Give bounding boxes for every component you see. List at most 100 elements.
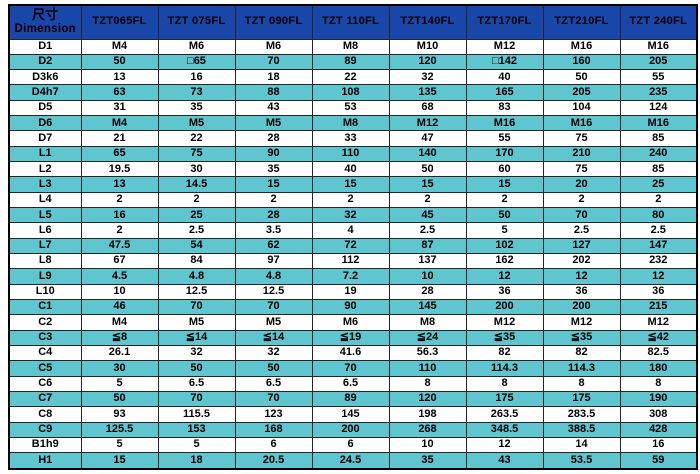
table-cell: 202 (542, 253, 621, 270)
table-cell: 75 (542, 130, 621, 147)
table-cell: M6 (234, 38, 313, 55)
row-label: B1h9 (8, 437, 82, 454)
table-cell: 70 (311, 360, 390, 377)
row-label: C3 (8, 329, 82, 347)
table-cell: 168 (234, 421, 313, 439)
table-cell: 75 (157, 145, 236, 163)
table-cell: 180 (619, 360, 698, 377)
dimension-header-cell: 尺寸 Dimension (8, 4, 82, 40)
table-cell: 83 (465, 99, 544, 117)
table-cell: 82 (465, 345, 544, 362)
table-cell: 70 (234, 391, 313, 408)
table-cell: 70 (234, 299, 313, 316)
table-cell: 15 (311, 176, 390, 193)
row-label: C5 (8, 360, 82, 377)
table-cell: 18 (157, 452, 236, 470)
row-label: H1 (8, 452, 82, 470)
table-cell: 16 (619, 437, 698, 454)
table-cell: 84 (157, 253, 236, 270)
table-cell: M8 (388, 314, 467, 331)
table-cell: 215 (619, 299, 698, 316)
table-cell: 2 (157, 191, 236, 209)
table-cell: 114.3 (465, 360, 544, 377)
model-header-cell: TZT065FL (80, 4, 159, 40)
table-cell: 50 (234, 360, 313, 377)
table-cell: 348.5 (465, 421, 544, 439)
table-cell: M6 (157, 38, 236, 55)
table-cell: 4 (311, 222, 390, 239)
table-cell: M12 (542, 314, 621, 331)
table-cell: 175 (465, 391, 544, 408)
table-cell: 28 (234, 207, 313, 224)
table-cell: 54 (157, 237, 236, 255)
table-cell: 4.5 (80, 268, 159, 285)
table-cell: 115.5 (157, 406, 236, 423)
table-cell: 2.5 (619, 222, 698, 239)
table-cell: 50 (157, 360, 236, 377)
table-cell: ≦14 (157, 329, 236, 347)
table-cell: 2.5 (388, 222, 467, 239)
table-cell: 32 (388, 69, 467, 86)
table-cell: M8 (311, 115, 390, 132)
table-cell: 12 (619, 268, 698, 285)
table-cell: 12 (465, 437, 544, 454)
table-cell: ≦8 (80, 329, 159, 347)
table-cell: 12.5 (234, 283, 313, 301)
table-cell: M6 (311, 314, 390, 331)
table-cell: 6 (234, 437, 313, 454)
row-label: D4h7 (8, 84, 82, 101)
row-label: C4 (8, 345, 82, 362)
table-cell: 16 (80, 207, 159, 224)
table-cell: 2 (465, 191, 544, 209)
table-cell: 110 (388, 360, 467, 377)
table-row: C8 93 115.5 123 145 198 263.5 283.5 308 (8, 406, 698, 423)
table-cell: M12 (619, 314, 698, 331)
table-cell: 56.3 (388, 345, 467, 362)
row-label: D5 (8, 99, 82, 117)
table-cell: 93 (80, 406, 159, 423)
table-cell: 5 (465, 222, 544, 239)
table-cell: 104 (542, 99, 621, 117)
row-label: D3k6 (8, 69, 82, 86)
table-cell: 53 (311, 99, 390, 117)
table-cell: 20.5 (234, 452, 313, 470)
table-cell: □142 (465, 53, 544, 71)
table-cell: 88 (234, 84, 313, 101)
row-label: C7 (8, 391, 82, 408)
row-label: D2 (8, 53, 82, 71)
table-cell: 28 (388, 283, 467, 301)
row-label: L6 (8, 222, 82, 239)
table-cell: 428 (619, 421, 698, 439)
table-cell: 36 (619, 283, 698, 301)
table-cell: 22 (157, 130, 236, 147)
table-cell: 40 (311, 161, 390, 178)
table-row: D4h7 63 73 88 108 135 165 205 235 (8, 84, 698, 101)
model-header-cell: TZT210FL (542, 4, 621, 40)
table-cell: 110 (311, 145, 390, 163)
table-cell: 263.5 (465, 406, 544, 423)
row-label: D7 (8, 130, 82, 147)
table-cell: 235 (619, 84, 698, 101)
table-cell: 82.5 (619, 345, 698, 362)
table-cell: 40 (465, 69, 544, 86)
table-cell: 24.5 (311, 452, 390, 470)
row-label: L2 (8, 161, 82, 178)
table-cell: 47 (388, 130, 467, 147)
table-cell: 125.5 (80, 421, 159, 439)
table-cell: 15 (465, 176, 544, 193)
table-cell: □65 (157, 53, 236, 71)
table-cell: 41.6 (311, 345, 390, 362)
table-cell: 4.8 (157, 268, 236, 285)
table-cell: 6.5 (311, 375, 390, 393)
table-cell: 30 (80, 360, 159, 377)
table-cell: 12 (465, 268, 544, 285)
table-cell: 200 (542, 299, 621, 316)
table-cell: 8 (388, 375, 467, 393)
table-row: D7 21 22 28 33 47 55 75 85 (8, 130, 698, 147)
table-cell: 2 (542, 191, 621, 209)
row-label: L10 (8, 283, 82, 301)
table-cell: 70 (542, 207, 621, 224)
row-label: L4 (8, 191, 82, 209)
table-cell: ≦14 (234, 329, 313, 347)
table-row: L10 10 12.5 12.5 19 28 36 36 36 (8, 283, 698, 301)
